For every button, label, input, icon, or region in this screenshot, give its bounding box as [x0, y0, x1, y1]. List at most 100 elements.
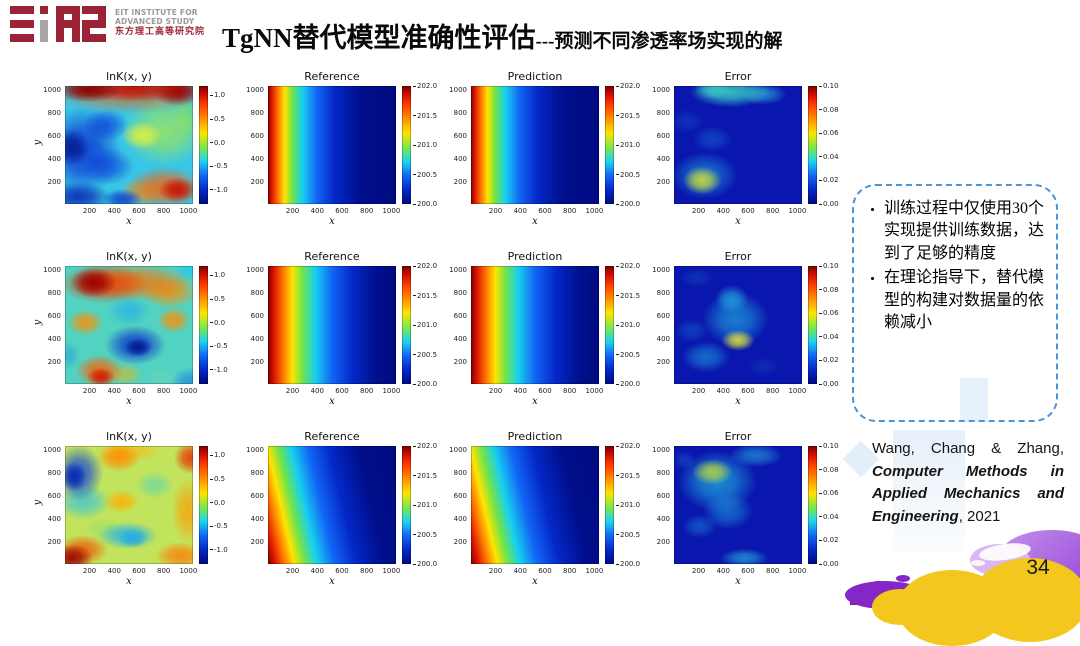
x-axis-label: x	[735, 576, 741, 587]
tick-label: 200	[82, 387, 97, 395]
tick-label: 0.08	[819, 466, 839, 474]
tick-label: 202.0	[413, 82, 437, 90]
tick-label: -0.5	[210, 162, 228, 170]
tick-label: 1000	[788, 567, 807, 575]
tick-label: 600	[453, 132, 467, 141]
panel-title: lnK(x, y)	[106, 430, 152, 443]
citation-year: , 2021	[958, 507, 1001, 525]
colorbar-ticks: 0.10 0.08 0.06 0.04 0.02 0.00	[819, 262, 851, 388]
tick-label: 200	[691, 207, 706, 215]
heatmap-panel: Reference 1000 800 600 400 200 202.0 201.5 201…	[242, 70, 445, 232]
tick-label: 600	[250, 492, 264, 501]
tick-label: 400	[310, 207, 324, 215]
tick-label: -1.0	[210, 366, 228, 374]
tick-label: 1000	[382, 207, 401, 215]
x-axis-label: x	[532, 396, 538, 407]
tick-label: 1000	[43, 86, 61, 95]
tick-label: 400	[453, 514, 467, 523]
tick-label: 200	[453, 537, 467, 546]
tick-label: 200	[47, 177, 61, 186]
tick-label: 200.0	[616, 380, 640, 388]
tick-label: 800	[766, 567, 780, 575]
heatmap-image	[268, 86, 396, 204]
x-axis-label: x	[126, 576, 132, 587]
tick-label: 800	[157, 567, 171, 575]
citation-journal: Computer Methods in Applied Mechanics an…	[872, 462, 1064, 525]
colorbar	[808, 446, 817, 564]
colorbar	[605, 86, 614, 204]
tick-label: 201.5	[413, 292, 437, 300]
tick-label: 400	[513, 567, 527, 575]
tick-label: 0.0	[210, 319, 225, 327]
tick-label: 800	[563, 207, 577, 215]
tick-label: 800	[453, 109, 467, 118]
tick-label: 200	[656, 357, 670, 366]
tick-label: 202.0	[413, 442, 437, 450]
colorbar	[605, 446, 614, 564]
colorbar	[808, 266, 817, 384]
tick-label: 600	[47, 132, 61, 141]
notes-list: 训练过程中仅使用30个实现提供训练数据，达到了足够的精度 在理论指导下，替代模型…	[864, 198, 1048, 334]
colorbar-ticks: 0.10 0.08 0.06 0.04 0.02 0.00	[819, 82, 851, 208]
heatmap-image	[65, 446, 193, 564]
tick-label: 400	[47, 154, 61, 163]
tick-label: 800	[250, 289, 264, 298]
x-axis-ticks: 200 400 600 800 1000	[471, 567, 603, 576]
tick-label: 0.5	[210, 295, 225, 303]
tick-label: 0.00	[819, 560, 839, 568]
tick-label: 201.0	[413, 141, 437, 149]
colorbar-ticks: 0.10 0.08 0.06 0.04 0.02 0.00	[819, 442, 851, 568]
tick-label: 600	[656, 132, 670, 141]
tick-label: 201.0	[616, 321, 640, 329]
x-axis-label: x	[329, 576, 335, 587]
x-axis-ticks: 200 400 600 800 1000	[65, 207, 197, 216]
tick-label: 200.5	[616, 171, 640, 179]
tick-label: 1000	[788, 387, 807, 395]
tick-label: 1000	[382, 387, 401, 395]
tick-label: 0.02	[819, 356, 839, 364]
tick-label: 200	[488, 387, 503, 395]
tick-label: 200.0	[413, 560, 437, 568]
tick-label: 202.0	[616, 82, 640, 90]
citation-authors: Wang, Chang & Zhang,	[872, 440, 1064, 457]
tick-label: 800	[47, 109, 61, 118]
x-axis-ticks: 200 400 600 800 1000	[674, 207, 806, 216]
tick-label: 1000	[788, 207, 807, 215]
tick-label: 200.0	[616, 560, 640, 568]
tick-label: 202.0	[616, 442, 640, 450]
tick-label: 0.04	[819, 153, 839, 161]
tick-label: 600	[250, 312, 264, 321]
tick-label: 0.5	[210, 115, 225, 123]
heatmap-panel: lnK(x, y) y 1000 800 600 400 200 1.0 0.5 0.0 -0…	[33, 250, 242, 412]
tick-label: 200	[691, 387, 706, 395]
tick-label: 400	[656, 334, 670, 343]
tick-label: 201.5	[413, 112, 437, 120]
tick-label: 201.0	[616, 501, 640, 509]
tick-label: 0.5	[210, 475, 225, 483]
tick-label: 600	[741, 207, 755, 215]
tick-label: 800	[656, 109, 670, 118]
tick-label: 400	[656, 154, 670, 163]
note-bullet-2: 在理论指导下，替代模型的构建对数据量的依赖减小	[884, 267, 1048, 334]
background-cube-watermark	[960, 378, 988, 422]
tick-label: 200.0	[413, 380, 437, 388]
tick-label: 600	[47, 312, 61, 321]
tick-label: 1000	[246, 266, 264, 275]
tick-label: 1000	[585, 387, 604, 395]
tick-label: 600	[656, 312, 670, 321]
x-axis-ticks: 200 400 600 800 1000	[674, 387, 806, 396]
y-axis-ticks: 1000 800 600 400 200	[445, 446, 469, 564]
slide: { "slide": { "logo": { "en_line1": "EIT …	[0, 0, 1080, 605]
tick-label: 400	[107, 207, 121, 215]
y-axis-ticks: 1000 800 600 400 200	[648, 86, 672, 204]
heatmap-image	[674, 86, 802, 204]
slide-title: TgNN替代模型准确性评估---预测不同渗透率场实现的解	[222, 16, 783, 55]
panel-title: lnK(x, y)	[106, 250, 152, 263]
heatmap-image	[65, 266, 193, 384]
tick-label: 200	[488, 207, 503, 215]
tick-label: 0.04	[819, 333, 839, 341]
panel-title: Prediction	[507, 70, 563, 83]
tick-label: 1000	[246, 86, 264, 95]
tick-label: 400	[107, 387, 121, 395]
x-axis-label: x	[532, 576, 538, 587]
